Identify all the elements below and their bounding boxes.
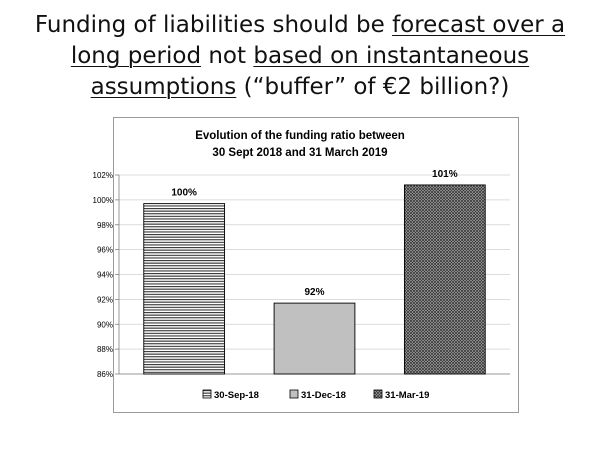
- legend-label: 31-Mar-19: [385, 390, 429, 401]
- legend-label: 31-Dec-18: [301, 390, 346, 401]
- data-label: 92%: [304, 287, 324, 298]
- data-label: 101%: [432, 169, 458, 180]
- data-label: 100%: [171, 188, 197, 199]
- slide-title-part: based on instantaneous assumptions: [90, 43, 530, 100]
- y-tick-label: 98%: [97, 221, 113, 230]
- bar: [273, 302, 356, 375]
- slide-title-part: (“buffer” of €2 billion?): [236, 74, 510, 100]
- y-tick-label: 88%: [97, 345, 113, 354]
- slide-title-part: Funding of liabilities should be: [34, 12, 393, 38]
- y-tick-label: 100%: [93, 196, 113, 205]
- chart-title: Evolution of the funding ratio between: [195, 130, 405, 142]
- legend-swatch: [202, 389, 212, 399]
- y-tick-label: 102%: [93, 171, 113, 180]
- y-tick-label: 90%: [97, 320, 113, 329]
- legend-label: 30-Sep-18: [214, 390, 259, 401]
- bar: [143, 203, 226, 375]
- slide-title: Funding of liabilities should be forecas…: [20, 10, 580, 103]
- slide-title-part: not: [201, 43, 254, 69]
- bar: [403, 184, 486, 375]
- y-tick-label: 96%: [97, 246, 113, 255]
- y-tick-label: 86%: [97, 370, 113, 379]
- y-tick-label: 94%: [97, 271, 113, 280]
- chart-subtitle: 30 Sept 2018 and 31 March 2019: [212, 147, 387, 159]
- slide-title-part: forecast over a long period: [70, 12, 566, 69]
- legend-swatch: [289, 389, 299, 399]
- y-tick-label: 92%: [97, 295, 113, 304]
- legend-swatch: [373, 389, 383, 399]
